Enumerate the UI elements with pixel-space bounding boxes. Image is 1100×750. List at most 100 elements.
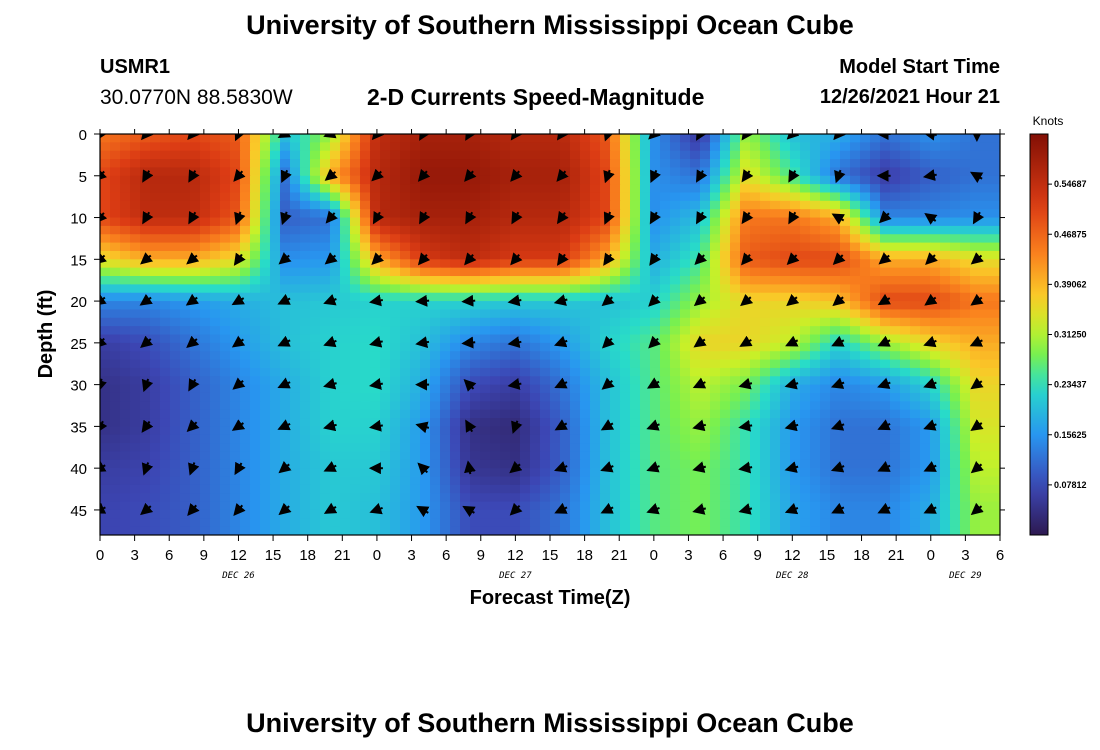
heatmap-cell xyxy=(490,317,501,327)
heatmap-cell xyxy=(540,159,551,169)
heatmap-cell xyxy=(400,459,411,469)
heatmap-cell xyxy=(660,468,671,478)
heatmap-cell xyxy=(200,359,211,369)
heatmap-cell xyxy=(420,351,431,361)
heatmap-cell xyxy=(840,359,851,369)
heatmap-cell xyxy=(620,200,631,210)
current-arrow xyxy=(231,335,246,348)
heatmap-cell xyxy=(790,326,801,336)
current-arrow xyxy=(324,252,338,265)
heatmap-cell xyxy=(520,200,531,210)
current-arrow xyxy=(100,210,108,224)
heatmap-cell xyxy=(840,167,851,177)
heatmap-cell xyxy=(680,234,691,244)
heatmap-cell xyxy=(480,426,491,436)
heatmap-cell xyxy=(480,184,491,194)
x-tick-label: 0 xyxy=(650,547,658,564)
heatmap-cell xyxy=(940,443,951,453)
heatmap-cell xyxy=(240,468,251,478)
heatmap-cell xyxy=(690,518,701,528)
heatmap-cell xyxy=(120,134,131,143)
heatmap-cell xyxy=(710,443,721,453)
heatmap-cell xyxy=(940,184,951,194)
date-label: DEC 28 xyxy=(775,571,809,581)
heatmap-cell xyxy=(970,392,981,402)
heatmap-cell xyxy=(130,384,141,394)
heatmap-cell xyxy=(520,225,531,235)
heatmap-cell xyxy=(670,459,681,469)
current-arrow xyxy=(788,211,800,225)
heatmap-cell xyxy=(630,200,641,210)
heatmap-cell xyxy=(490,276,501,285)
heatmap-cell xyxy=(680,175,691,185)
heatmap-cell xyxy=(150,401,161,411)
heatmap-cell xyxy=(760,326,771,336)
heatmap-cell xyxy=(520,217,531,227)
heatmap-cell xyxy=(410,209,421,219)
heatmap-cell xyxy=(900,509,911,519)
heatmap-cell xyxy=(630,426,641,436)
heatmap-cell xyxy=(450,401,461,411)
heatmap-cell xyxy=(530,334,541,344)
heatmap-cell xyxy=(200,401,211,411)
heatmap-cell xyxy=(500,376,511,386)
heatmap-cell xyxy=(610,301,621,311)
heatmap-cell xyxy=(320,493,331,503)
heatmap-cell xyxy=(160,334,171,344)
heatmap-cell xyxy=(540,376,551,386)
heatmap-cell xyxy=(970,476,981,486)
heatmap-cell xyxy=(940,192,951,202)
heatmap-cell xyxy=(870,384,881,394)
heatmap-cell xyxy=(640,326,651,336)
heatmap-cell xyxy=(260,409,271,419)
heatmap-cell xyxy=(230,451,241,461)
heatmap-cell xyxy=(160,476,171,486)
heatmap-cell xyxy=(240,509,251,519)
heatmap-cell xyxy=(520,192,531,202)
heatmap-cell xyxy=(470,276,481,285)
heatmap-cell xyxy=(290,225,301,235)
heatmap-cell xyxy=(480,476,491,486)
heatmap-cell xyxy=(850,526,861,535)
heatmap-cell xyxy=(920,434,931,444)
heatmap-cell xyxy=(540,509,551,519)
heatmap-cell xyxy=(530,493,541,503)
heatmap-cell xyxy=(930,142,941,152)
heatmap-cell xyxy=(580,192,591,202)
heatmap-cell xyxy=(950,301,961,311)
heatmap-cell xyxy=(620,501,631,511)
heatmap-cell xyxy=(470,484,481,494)
heatmap-cell xyxy=(270,459,281,469)
heatmap-cell xyxy=(850,367,861,377)
heatmap-cell xyxy=(970,234,981,244)
heatmap-cell xyxy=(120,376,131,386)
current-arrow xyxy=(600,461,614,473)
heatmap-cell xyxy=(870,200,881,210)
heatmap-cell xyxy=(480,376,491,386)
footer-title: University of Southern Mississippi Ocean… xyxy=(246,708,854,738)
x-tick-label: 0 xyxy=(96,547,104,564)
heatmap-cell xyxy=(870,259,881,269)
heatmap-cell xyxy=(770,317,781,327)
heatmap-cell xyxy=(770,468,781,478)
heatmap-cell xyxy=(230,484,241,494)
heatmap-cell xyxy=(910,242,921,252)
heatmap-cell xyxy=(300,501,311,511)
heatmap-cell xyxy=(910,384,921,394)
heatmap-cell xyxy=(110,234,121,244)
heatmap-cell xyxy=(890,309,901,319)
heatmap-cell xyxy=(350,459,361,469)
heatmap-cell xyxy=(670,134,681,143)
heatmap-cell xyxy=(450,250,461,260)
heatmap-cell xyxy=(240,200,251,210)
heatmap-cell xyxy=(570,150,581,160)
heatmap-cell xyxy=(110,326,121,336)
heatmap-cell xyxy=(290,476,301,486)
heatmap-cell xyxy=(190,317,201,327)
heatmap-cell xyxy=(880,301,891,311)
heatmap-cell xyxy=(350,468,361,478)
heatmap-cell xyxy=(110,134,121,143)
heatmap-cell xyxy=(750,175,761,185)
heatmap-cell xyxy=(400,359,411,369)
heatmap-cell xyxy=(570,392,581,402)
